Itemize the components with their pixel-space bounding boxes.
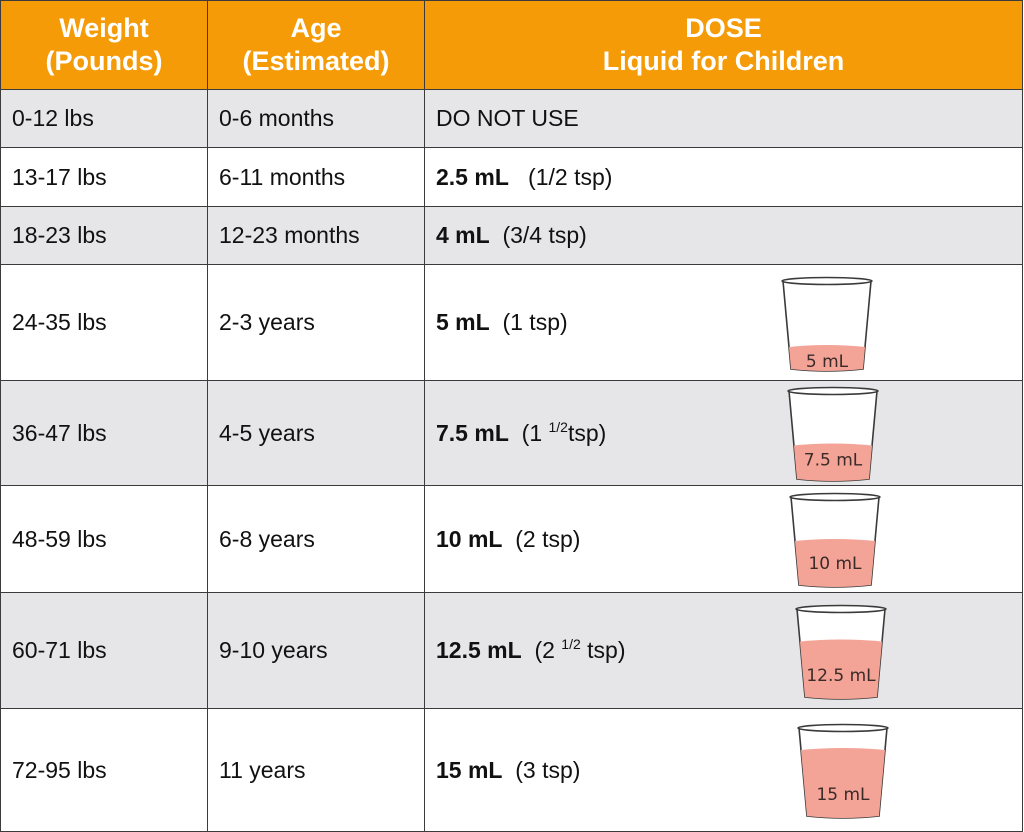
weight-cell: 48-59 lbs: [0, 485, 208, 593]
cup-liquid: [793, 443, 873, 481]
dose-ml: 4 mL: [436, 222, 490, 248]
weight-cell: 0-12 lbs: [0, 89, 208, 148]
cup-label: 10 mL: [808, 554, 862, 574]
age-cell: 2-3 years: [207, 264, 425, 381]
dose-ml: 5 mL: [436, 309, 490, 335]
table-row: 72-95 lbs 11 years 15 mL (3 tsp) 15 mL: [0, 708, 1023, 832]
dose-header-line1: DOSE: [685, 13, 762, 43]
dose-cell: 7.5 mL (1 1/2tsp) 7.5 mL: [424, 380, 1023, 486]
cup-rim: [797, 723, 889, 733]
measuring-cup-icon: 10 mL: [785, 488, 885, 590]
measuring-cup-icon: 7.5 mL: [783, 382, 883, 484]
weight-cell: 36-47 lbs: [0, 380, 208, 486]
cup-liquid: [801, 748, 885, 818]
dose-cell: 15 mL (3 tsp) 15 mL: [424, 708, 1023, 832]
tsp-fraction: 1/2: [548, 418, 568, 435]
table-row: 24-35 lbs 2-3 years 5 mL (1 tsp) 5 mL: [0, 264, 1023, 381]
weight-cell: 18-23 lbs: [0, 206, 208, 265]
cup-rim: [787, 386, 879, 396]
dose-cell: 5 mL (1 tsp) 5 mL: [424, 264, 1023, 381]
dose-tsp: (3 tsp): [515, 756, 581, 783]
table-row: 60-71 lbs 9-10 years 12.5 mL (2 1/2 tsp)…: [0, 592, 1023, 709]
dose-tsp: (1 tsp): [502, 309, 568, 335]
weight-cell: 72-95 lbs: [0, 708, 208, 832]
cup-rim: [789, 492, 881, 502]
dose-cell: 12.5 mL (2 1/2 tsp) 12.5 mL: [424, 592, 1023, 709]
weight-header: Weight (Pounds): [0, 0, 208, 90]
cup-label: 15 mL: [816, 785, 870, 805]
age-header-line1: Age: [290, 13, 342, 43]
dose-ml: 12.5 mL: [436, 637, 522, 663]
table-row: 13-17 lbs 6-11 months 2.5 mL (1/2 tsp): [0, 147, 1023, 207]
dose-tsp: (2 1/2 tsp): [534, 636, 626, 663]
measuring-cup-icon: 5 mL: [777, 272, 877, 374]
dose-ml: 10 mL: [436, 525, 503, 552]
table-row: 18-23 lbs 12-23 months 4 mL (3/4 tsp): [0, 206, 1023, 265]
weight-cell: 13-17 lbs: [0, 147, 208, 207]
cup-rim: [795, 604, 887, 613]
table-row: 48-59 lbs 6-8 years 10 mL (2 tsp) 10 mL: [0, 485, 1023, 593]
dose-tsp: (2 tsp): [515, 525, 581, 552]
age-header-line2: (Estimated): [242, 46, 390, 76]
dose-cell: 10 mL (2 tsp) 10 mL: [424, 485, 1023, 593]
dose-cell: DO NOT USE: [424, 89, 1023, 148]
age-cell: 4-5 years: [207, 380, 425, 486]
dose-header: DOSE Liquid for Children: [424, 0, 1023, 90]
dose-tsp: (3/4 tsp): [502, 222, 587, 248]
age-cell: 12-23 months: [207, 206, 425, 265]
cup-liquid: [795, 539, 875, 587]
tsp-fraction: 1/2: [561, 636, 581, 652]
dose-cell: 2.5 mL (1/2 tsp): [424, 147, 1023, 207]
dose-ml: 15 mL: [436, 756, 503, 783]
cup-label: 5 mL: [806, 352, 849, 372]
table-row: 36-47 lbs 4-5 years 7.5 mL (1 1/2tsp) 7.…: [0, 380, 1023, 486]
dose-ml: 7.5 mL: [436, 419, 509, 446]
cup-rim: [781, 276, 873, 285]
dose-warning: DO NOT USE: [436, 105, 579, 131]
age-cell: 11 years: [207, 708, 425, 832]
age-cell: 6-8 years: [207, 485, 425, 593]
age-cell: 9-10 years: [207, 592, 425, 709]
dose-cell: 4 mL (3/4 tsp): [424, 206, 1023, 265]
table-row: 0-12 lbs 0-6 months DO NOT USE: [0, 89, 1023, 148]
weight-cell: 60-71 lbs: [0, 592, 208, 709]
header-row: Weight (Pounds) Age (Estimated) DOSE Liq…: [0, 0, 1023, 90]
weight-cell: 24-35 lbs: [0, 264, 208, 381]
dose-ml: 2.5 mL: [436, 163, 509, 190]
age-cell: 0-6 months: [207, 89, 425, 148]
weight-header-line2: (Pounds): [45, 46, 163, 76]
cup-liquid: [799, 639, 883, 699]
measuring-cup-icon: 12.5 mL: [791, 600, 891, 702]
measuring-cup-icon: 15 mL: [793, 719, 893, 821]
dose-header-line2: Liquid for Children: [602, 46, 845, 76]
age-cell: 6-11 months: [207, 147, 425, 207]
cup-liquid: [789, 344, 865, 371]
age-header: Age (Estimated): [207, 0, 425, 90]
cup-label: 12.5 mL: [806, 666, 876, 686]
cup-label: 7.5 mL: [804, 451, 863, 471]
dose-tsp: (1 1/2tsp): [521, 418, 607, 446]
weight-header-line1: Weight: [59, 13, 149, 43]
dose-tsp: (1/2 tsp): [528, 163, 613, 190]
